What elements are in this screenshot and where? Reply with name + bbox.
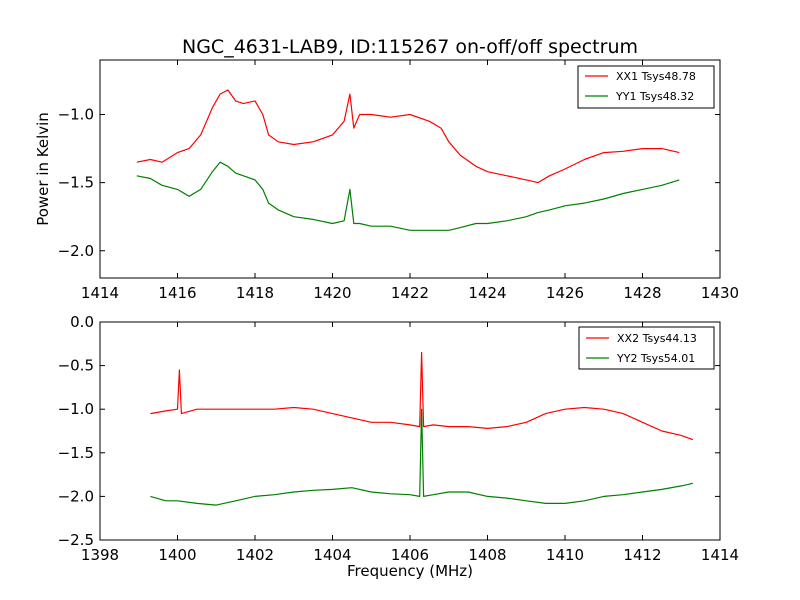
x-tick-label: 1430 xyxy=(701,284,739,302)
x-tick-label: 1406 xyxy=(391,546,429,564)
y-tick-label: 0.0 xyxy=(70,313,94,331)
series-line-yy1 xyxy=(136,161,680,231)
x-tick-label: 1418 xyxy=(236,284,274,302)
x-tick-label: 1412 xyxy=(623,546,661,564)
bottom-panel: 1398 1400 1402 1404 1406 1408 1410 1412 1414 0.0 −… xyxy=(58,313,740,580)
x-tick-label: 1410 xyxy=(546,546,584,564)
top-legend-box xyxy=(577,65,715,109)
top-legend: XX1 Tsys48.78 YY1 Tsys48.32 xyxy=(577,65,715,109)
legend-label-yy1: YY1 Tsys48.32 xyxy=(615,90,694,103)
x-tick-label: 1428 xyxy=(623,284,661,302)
y-tick-label: −1.0 xyxy=(58,106,94,124)
x-tick-label: 1402 xyxy=(236,546,274,564)
series-line-xx2 xyxy=(150,351,694,441)
bottom-x-axis-label: Frequency (MHz) xyxy=(347,562,473,580)
top-y-axis-label: Power in Kelvin xyxy=(34,112,52,226)
figure-title: NGC_4631-LAB9, ID:115267 on-off/off spec… xyxy=(182,36,638,58)
x-tick-label: 1398 xyxy=(81,546,119,564)
x-tick-label: 1416 xyxy=(158,284,196,302)
legend-label-xx2: XX2 Tsys44.13 xyxy=(617,332,697,345)
x-tick-label: 1422 xyxy=(391,284,429,302)
legend-label-yy2: YY2 Tsys54.01 xyxy=(616,352,695,365)
y-tick-label: −2.0 xyxy=(58,242,94,260)
y-tick-label: −0.5 xyxy=(58,357,94,375)
bottom-legend-box xyxy=(578,326,715,370)
x-tick-label: 1414 xyxy=(701,546,739,564)
bottom-legend: XX2 Tsys44.13 YY2 Tsys54.01 xyxy=(578,326,715,370)
x-tick-label: 1414 xyxy=(81,284,119,302)
y-tick-label: −1.0 xyxy=(58,400,94,418)
x-tick-label: 1426 xyxy=(546,284,584,302)
x-tick-label: 1404 xyxy=(313,546,351,564)
y-tick-label: −1.5 xyxy=(58,174,94,192)
x-tick-label: 1420 xyxy=(313,284,351,302)
top-panel: 1414 1416 1418 1420 1422 1424 1426 1428 1430 −1.0… xyxy=(34,59,739,302)
x-tick-label: 1408 xyxy=(468,546,506,564)
y-tick-label: −2.0 xyxy=(58,487,94,505)
x-tick-label: 1424 xyxy=(468,284,506,302)
y-tick-label: −1.5 xyxy=(58,444,94,462)
x-tick-label: 1400 xyxy=(158,546,196,564)
series-line-yy2 xyxy=(150,408,694,506)
series-line-xx1 xyxy=(136,89,680,184)
y-tick-label: −2.5 xyxy=(58,531,94,549)
legend-label-xx1: XX1 Tsys48.78 xyxy=(616,70,696,83)
